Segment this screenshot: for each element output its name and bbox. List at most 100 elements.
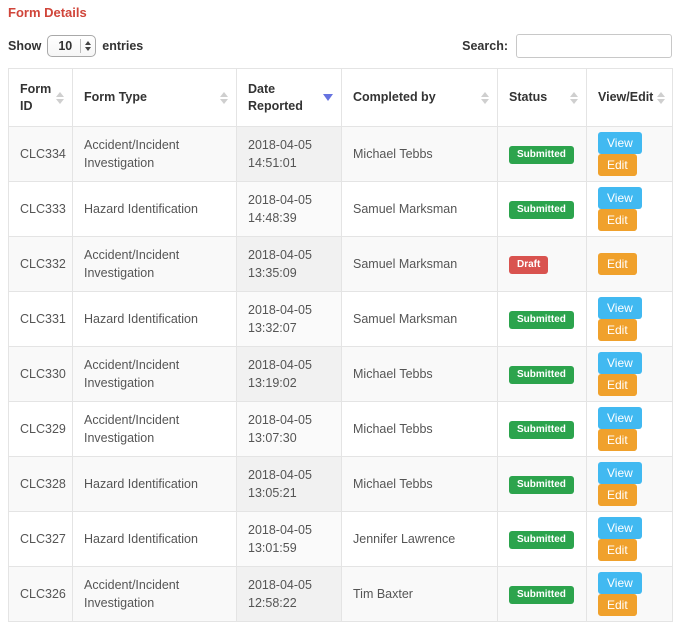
- form-id-cell: CLC329: [8, 401, 73, 457]
- table-row: CLC328 Hazard Identification 2018-04-05 …: [8, 456, 673, 512]
- table-row: CLC331 Hazard Identification 2018-04-05 …: [8, 291, 673, 347]
- completed-by-cell: Tim Baxter: [341, 566, 498, 622]
- status-cell: Submitted: [497, 291, 587, 347]
- view-button[interactable]: View: [598, 352, 642, 374]
- date-reported-cell: 2018-04-05 13:01:59: [236, 511, 342, 567]
- table-row: CLC326 Accident/Incident Investigation 2…: [8, 566, 673, 622]
- table-row: CLC333 Hazard Identification 2018-04-05 …: [8, 181, 673, 237]
- form-id-cell: CLC326: [8, 566, 73, 622]
- view-button[interactable]: View: [598, 462, 642, 484]
- date-reported-cell: 2018-04-05 13:35:09: [236, 236, 342, 292]
- header-row: Form ID Form Type Date Reported Complete…: [8, 68, 673, 127]
- column-label: Status: [509, 90, 548, 105]
- completed-by-cell: Samuel Marksman: [341, 291, 498, 347]
- stepper-arrows-icon: [85, 41, 92, 51]
- status-badge: Submitted: [509, 366, 574, 384]
- page-length-control: Show 10 entries: [8, 35, 143, 57]
- column-header-date-reported[interactable]: Date Reported: [236, 68, 342, 127]
- column-header-form-id[interactable]: Form ID: [8, 68, 73, 127]
- column-label: Form ID: [20, 81, 52, 113]
- time-value: 12:58:22: [248, 596, 297, 610]
- column-header-view-edit[interactable]: View/Edit: [586, 68, 673, 127]
- actions-cell: ViewEdit: [586, 346, 673, 402]
- page-title: Form Details: [8, 5, 87, 20]
- status-cell: Submitted: [497, 126, 587, 182]
- table-row: CLC334 Accident/Incident Investigation 2…: [8, 126, 673, 182]
- edit-button[interactable]: Edit: [598, 429, 637, 451]
- date-value: 2018-04-05: [248, 577, 312, 592]
- view-button[interactable]: View: [598, 297, 642, 319]
- form-type-cell: Hazard Identification: [72, 456, 237, 512]
- edit-button[interactable]: Edit: [598, 209, 637, 231]
- sort-both-icon: [56, 91, 64, 104]
- date-reported-cell: 2018-04-05 13:07:30: [236, 401, 342, 457]
- status-badge: Submitted: [509, 586, 574, 604]
- edit-button[interactable]: Edit: [598, 539, 637, 561]
- view-button[interactable]: View: [598, 572, 642, 594]
- edit-button[interactable]: Edit: [598, 484, 637, 506]
- completed-by-cell: Michael Tebbs: [341, 401, 498, 457]
- status-cell: Submitted: [497, 401, 587, 457]
- sort-both-icon: [657, 91, 666, 104]
- actions-cell: ViewEdit: [586, 291, 673, 347]
- time-value: 13:19:02: [248, 376, 297, 390]
- page-length-value: 10: [58, 39, 73, 53]
- view-button[interactable]: View: [598, 132, 642, 154]
- date-reported-cell: 2018-04-05 12:58:22: [236, 566, 342, 622]
- form-id-cell: CLC333: [8, 181, 73, 237]
- date-value: 2018-04-05: [248, 357, 312, 372]
- time-value: 14:48:39: [248, 211, 297, 225]
- status-cell: Submitted: [497, 456, 587, 512]
- date-value: 2018-04-05: [248, 192, 312, 207]
- show-label: Show: [8, 39, 42, 53]
- search-input[interactable]: [516, 34, 672, 58]
- view-button[interactable]: View: [598, 407, 642, 429]
- column-header-status[interactable]: Status: [497, 68, 587, 127]
- status-cell: Draft: [497, 236, 587, 292]
- edit-button[interactable]: Edit: [598, 253, 637, 275]
- column-header-completed-by[interactable]: Completed by: [341, 68, 498, 127]
- form-type-cell: Accident/Incident Investigation: [72, 346, 237, 402]
- column-label: View/Edit: [598, 90, 654, 105]
- edit-button[interactable]: Edit: [598, 594, 637, 616]
- form-id-cell: CLC332: [8, 236, 73, 292]
- form-type-cell: Accident/Incident Investigation: [72, 401, 237, 457]
- sort-both-icon: [220, 91, 228, 104]
- status-badge: Submitted: [509, 146, 574, 164]
- form-type-cell: Accident/Incident Investigation: [72, 236, 237, 292]
- edit-button[interactable]: Edit: [598, 154, 637, 176]
- view-button[interactable]: View: [598, 187, 642, 209]
- time-value: 13:32:07: [248, 321, 297, 335]
- date-reported-cell: 2018-04-05 13:32:07: [236, 291, 342, 347]
- actions-cell: ViewEdit: [586, 401, 673, 457]
- status-badge: Draft: [509, 256, 549, 274]
- actions-cell: ViewEdit: [586, 511, 673, 567]
- time-value: 13:05:21: [248, 486, 297, 500]
- sort-both-icon: [570, 91, 578, 104]
- form-id-cell: CLC334: [8, 126, 73, 182]
- table-row: CLC330 Accident/Incident Investigation 2…: [8, 346, 673, 402]
- time-value: 13:07:30: [248, 431, 297, 445]
- view-button[interactable]: View: [598, 517, 642, 539]
- date-value: 2018-04-05: [248, 247, 312, 262]
- form-type-cell: Accident/Incident Investigation: [72, 566, 237, 622]
- edit-button[interactable]: Edit: [598, 319, 637, 341]
- status-cell: Submitted: [497, 566, 587, 622]
- form-type-cell: Hazard Identification: [72, 181, 237, 237]
- select-divider: [80, 39, 82, 53]
- edit-button[interactable]: Edit: [598, 374, 637, 396]
- column-header-form-type[interactable]: Form Type: [72, 68, 237, 127]
- form-type-cell: Hazard Identification: [72, 291, 237, 347]
- form-details-table: Form ID Form Type Date Reported Complete…: [8, 68, 673, 622]
- time-value: 14:51:01: [248, 156, 297, 170]
- form-id-cell: CLC331: [8, 291, 73, 347]
- time-value: 13:35:09: [248, 266, 297, 280]
- status-badge: Submitted: [509, 201, 574, 219]
- page-length-select[interactable]: 10: [47, 35, 97, 57]
- date-value: 2018-04-05: [248, 137, 312, 152]
- search-label: Search:: [462, 39, 508, 53]
- date-reported-cell: 2018-04-05 13:19:02: [236, 346, 342, 402]
- status-badge: Submitted: [509, 421, 574, 439]
- date-value: 2018-04-05: [248, 522, 312, 537]
